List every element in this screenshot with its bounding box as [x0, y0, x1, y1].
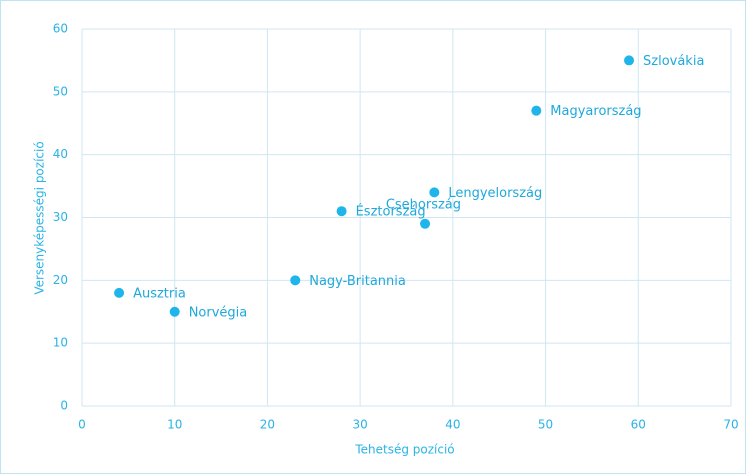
x-tick-label: 60 — [631, 418, 646, 432]
x-tick-label: 30 — [353, 418, 368, 432]
x-tick-label: 70 — [723, 418, 738, 432]
y-tick-label: 20 — [53, 273, 68, 287]
point-label: Észtország — [356, 204, 426, 220]
point-label: Ausztria — [133, 286, 186, 301]
x-tick-label: 50 — [538, 418, 553, 432]
point-label: Nagy-Britannia — [309, 274, 406, 289]
y-tick-label: 50 — [53, 84, 68, 98]
x-tick-label: 10 — [167, 418, 182, 432]
point — [429, 187, 440, 198]
point — [531, 105, 542, 116]
point — [169, 306, 180, 317]
point-label: Szlovákia — [643, 54, 704, 69]
x-tick-label: 20 — [260, 418, 275, 432]
point — [336, 206, 347, 217]
y-tick-label: 10 — [53, 336, 68, 350]
y-axis-title: Versenyképességi pozíció — [33, 141, 47, 294]
point-label: Lengyelország — [448, 186, 542, 201]
point-label: Magyarország — [550, 104, 641, 119]
point-label: Norvégia — [189, 305, 248, 320]
point — [114, 287, 125, 298]
y-tick-label: 60 — [53, 22, 68, 36]
y-tick-label: 0 — [60, 399, 68, 413]
y-tick-label: 40 — [53, 147, 68, 161]
x-tick-label: 40 — [445, 418, 460, 432]
point — [624, 55, 635, 66]
point — [290, 275, 301, 286]
point-label: Csehország — [386, 197, 461, 212]
y-tick-label: 30 — [53, 210, 68, 224]
point — [420, 218, 431, 229]
x-tick-label: 0 — [78, 418, 86, 432]
x-axis-title: Tehetség pozíció — [354, 443, 454, 457]
